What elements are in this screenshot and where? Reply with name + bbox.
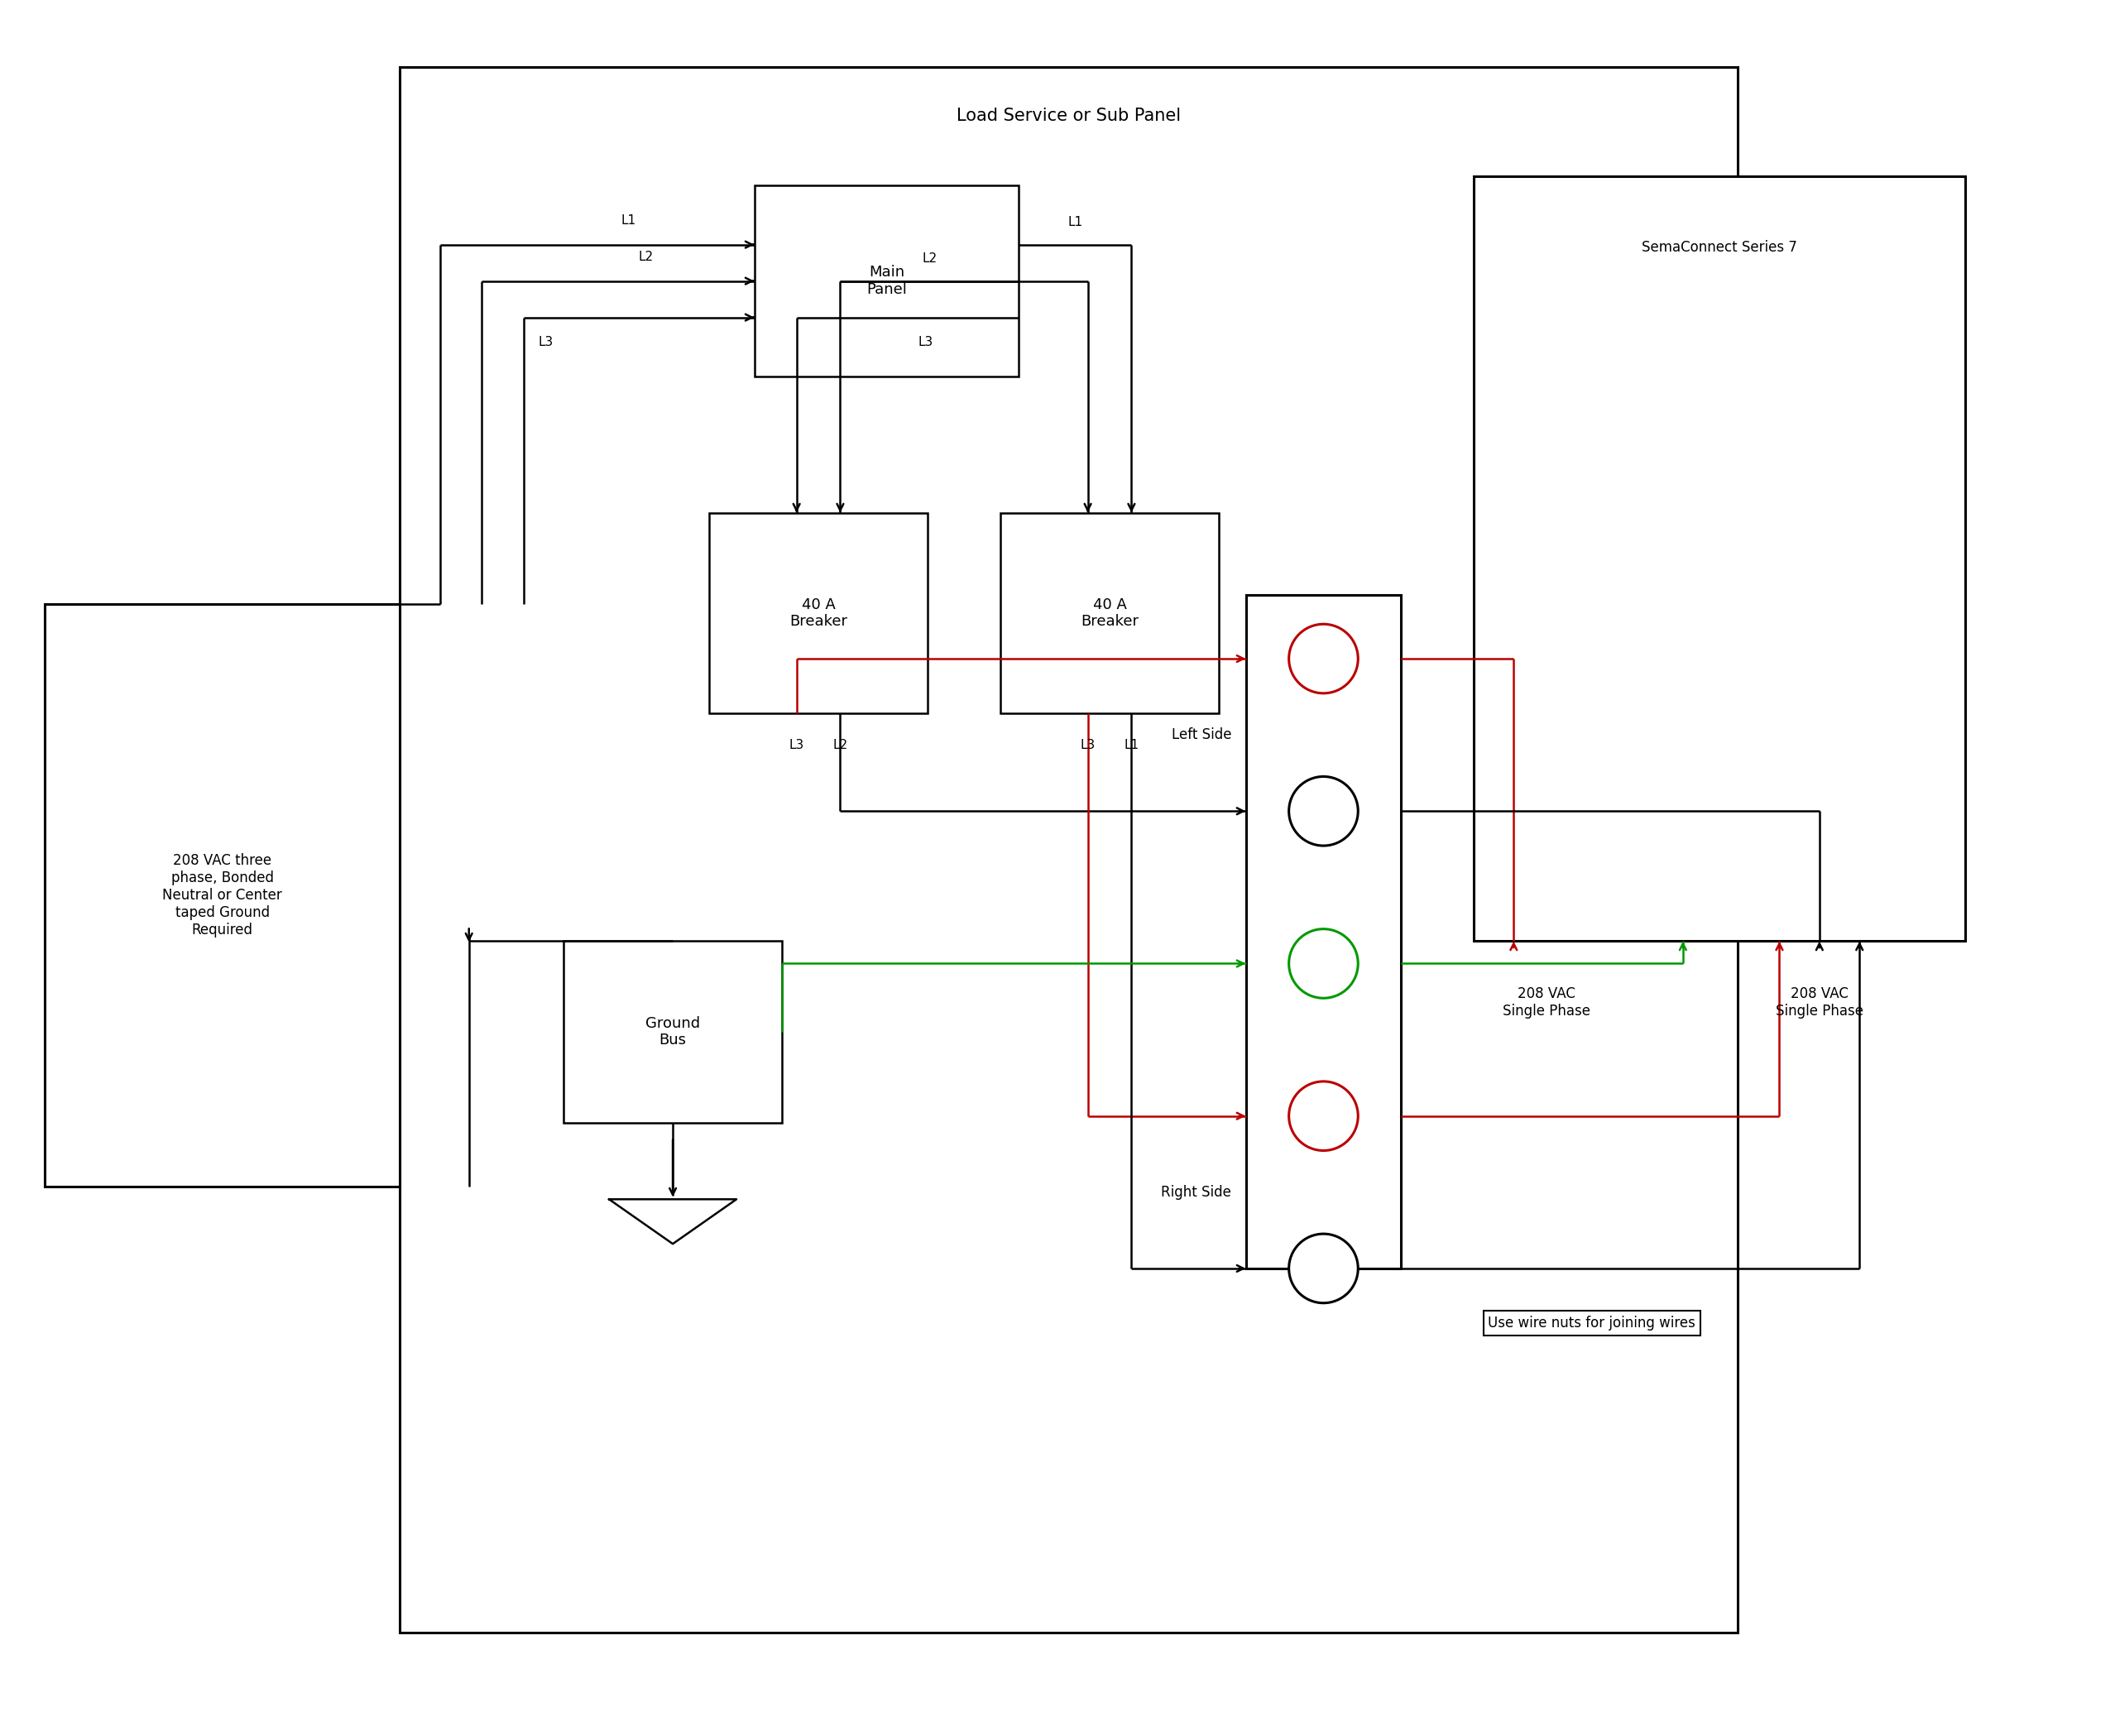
Text: L2: L2 — [833, 740, 848, 752]
Bar — [399, 68, 1737, 1632]
Text: Load Service or Sub Panel: Load Service or Sub Panel — [956, 108, 1182, 123]
Text: L2: L2 — [922, 252, 937, 264]
Text: 40 A
Breaker: 40 A Breaker — [789, 597, 848, 628]
Text: Ground
Bus: Ground Bus — [646, 1016, 701, 1049]
Text: L3: L3 — [1080, 740, 1095, 752]
Circle shape — [1289, 1082, 1359, 1151]
Text: 208 VAC
Single Phase: 208 VAC Single Phase — [1777, 986, 1863, 1019]
Text: L3: L3 — [789, 740, 804, 752]
Text: Left Side: Left Side — [1171, 727, 1232, 743]
Bar — [755, 186, 1019, 377]
Circle shape — [1289, 929, 1359, 998]
Text: Use wire nuts for joining wires: Use wire nuts for joining wires — [1488, 1316, 1696, 1330]
Text: Right Side: Right Side — [1160, 1184, 1232, 1200]
Circle shape — [1289, 1234, 1359, 1304]
Bar — [1000, 514, 1220, 713]
Bar — [709, 514, 928, 713]
Text: 40 A
Breaker: 40 A Breaker — [1080, 597, 1139, 628]
Text: 208 VAC three
phase, Bonded
Neutral or Center
taped Ground
Required: 208 VAC three phase, Bonded Neutral or C… — [162, 854, 283, 937]
Circle shape — [1289, 776, 1359, 845]
Text: L1: L1 — [620, 214, 637, 226]
Bar — [1473, 177, 1964, 941]
Text: 208 VAC
Single Phase: 208 VAC Single Phase — [1502, 986, 1591, 1019]
Circle shape — [1289, 625, 1359, 693]
Text: L1: L1 — [1068, 215, 1082, 227]
Text: SemaConnect Series 7: SemaConnect Series 7 — [1642, 240, 1798, 255]
Bar — [44, 604, 399, 1186]
Text: L2: L2 — [637, 250, 652, 262]
Text: Main
Panel: Main Panel — [867, 266, 907, 297]
Text: L1: L1 — [1125, 740, 1139, 752]
Bar — [1247, 595, 1401, 1269]
Text: L3: L3 — [538, 335, 553, 347]
Text: L3: L3 — [918, 335, 933, 347]
Bar — [563, 941, 783, 1123]
